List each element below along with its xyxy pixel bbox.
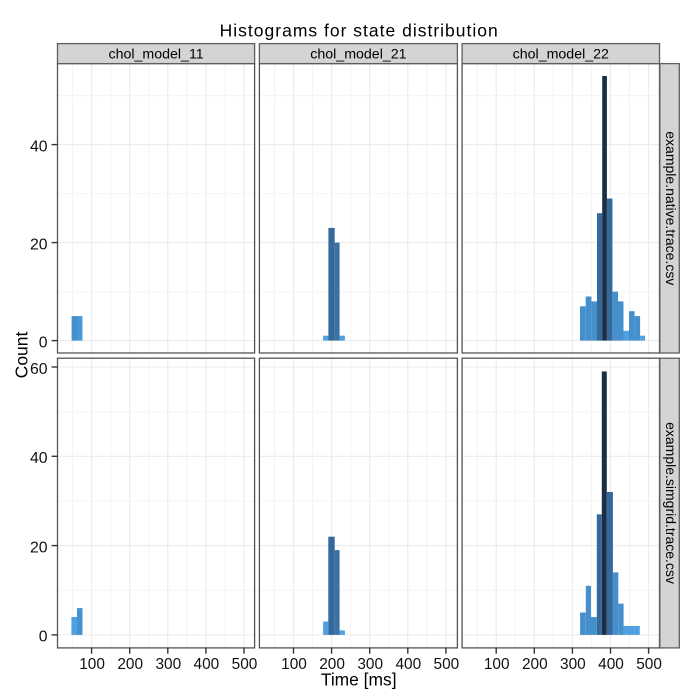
svg-text:Histograms for state distribut: Histograms for state distribution — [220, 20, 499, 40]
svg-text:100: 100 — [484, 656, 510, 673]
svg-text:20: 20 — [30, 539, 48, 556]
svg-text:chol_model_22: chol_model_22 — [513, 46, 609, 62]
svg-text:40: 40 — [30, 138, 48, 155]
svg-text:chol_model_11: chol_model_11 — [109, 46, 204, 62]
svg-text:0: 0 — [39, 334, 48, 351]
svg-text:100: 100 — [281, 656, 307, 673]
svg-text:500: 500 — [636, 656, 662, 673]
svg-text:500: 500 — [434, 656, 460, 673]
svg-text:300: 300 — [560, 656, 586, 673]
svg-text:chol_model_21: chol_model_21 — [310, 46, 406, 62]
svg-text:300: 300 — [155, 656, 181, 673]
svg-text:40: 40 — [30, 450, 48, 467]
svg-text:example.simgrid.trace.csv: example.simgrid.trace.csv — [663, 422, 679, 584]
svg-text:500: 500 — [232, 656, 258, 673]
svg-text:20: 20 — [30, 236, 48, 253]
svg-text:400: 400 — [395, 656, 421, 673]
svg-text:200: 200 — [522, 656, 548, 673]
svg-text:Count: Count — [12, 331, 32, 378]
svg-text:400: 400 — [598, 656, 624, 673]
svg-text:60: 60 — [30, 361, 48, 378]
svg-text:200: 200 — [319, 656, 345, 673]
svg-text:300: 300 — [357, 656, 383, 673]
svg-text:100: 100 — [79, 656, 105, 673]
svg-text:200: 200 — [117, 656, 143, 673]
svg-text:0: 0 — [39, 629, 48, 646]
svg-text:400: 400 — [194, 656, 220, 673]
svg-text:example.native.trace.csv: example.native.trace.csv — [663, 131, 679, 285]
svg-text:Time [ms]: Time [ms] — [321, 669, 397, 689]
